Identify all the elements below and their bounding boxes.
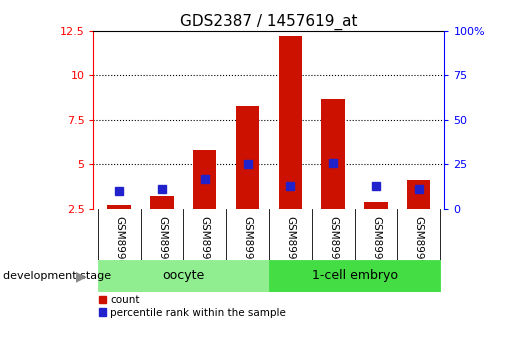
Bar	[193, 150, 217, 209]
Text: GSM89969: GSM89969	[114, 217, 124, 273]
Bar	[236, 106, 259, 209]
Text: GSM89975: GSM89975	[371, 217, 381, 273]
Bar	[269, 260, 440, 292]
Text: GSM89974: GSM89974	[328, 217, 338, 273]
Bar	[150, 196, 174, 209]
Bar	[321, 99, 345, 209]
Title: GDS2387 / 1457619_at: GDS2387 / 1457619_at	[180, 13, 358, 30]
Text: GSM89972: GSM89972	[242, 217, 252, 273]
Bar	[364, 201, 388, 209]
Text: 1-cell embryo: 1-cell embryo	[312, 269, 397, 283]
Text: development stage: development stage	[3, 271, 111, 281]
Legend: count, percentile rank within the sample: count, percentile rank within the sample	[98, 295, 286, 318]
Text: GSM89971: GSM89971	[199, 217, 210, 273]
Text: oocyte: oocyte	[162, 269, 205, 283]
Text: ▶: ▶	[75, 269, 86, 283]
Text: GSM89970: GSM89970	[157, 217, 167, 273]
Bar	[407, 180, 430, 209]
Text: GSM89973: GSM89973	[285, 217, 295, 273]
Bar	[108, 205, 131, 209]
Bar	[97, 260, 269, 292]
Bar	[279, 36, 302, 209]
Text: GSM89999: GSM89999	[414, 217, 424, 273]
